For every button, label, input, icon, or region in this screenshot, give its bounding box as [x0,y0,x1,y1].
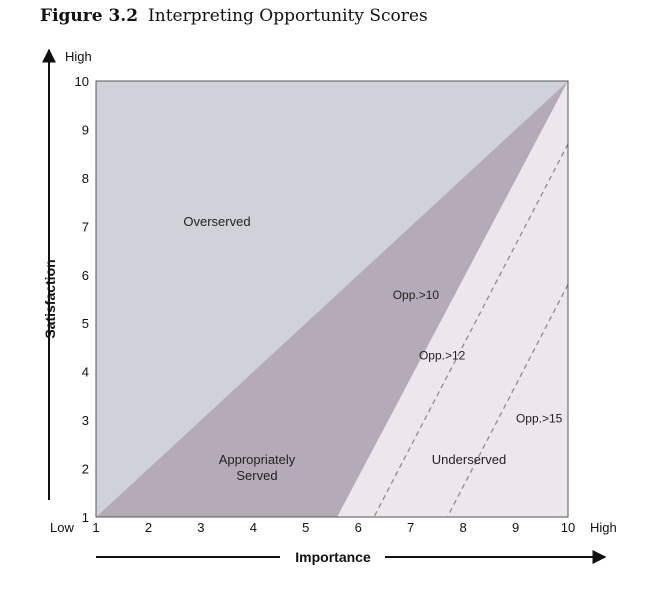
opp-line-opp-15 [446,284,569,518]
x-tick-label: 8 [459,520,466,535]
x-high-label: High [590,520,617,535]
x-tick-label: 9 [512,520,519,535]
y-tick-label: 10 [75,74,89,89]
x-tick-label: 5 [302,520,309,535]
figure-number: Figure 3.2 [40,6,139,26]
x-tick-label: 3 [197,520,204,535]
region-label-appropriately-served: Appropriately Served [219,452,296,483]
x-tick-label: 10 [561,520,575,535]
opp-label-opp-12: Opp.>12 [419,349,466,363]
y-axis-title: Satisfaction [42,259,58,338]
y-tick-label: 3 [82,413,89,428]
x-tick-label: 6 [355,520,362,535]
region-underserved [337,81,568,517]
figure-title: Figure 3.2 Interpreting Opportunity Score… [40,6,428,26]
x-low-label: Low [50,520,74,535]
opp-line-opp-12 [373,143,569,518]
y-tick-label: 6 [82,268,89,283]
x-tick-label: 1 [92,520,99,535]
y-tick-label: 7 [82,219,89,234]
y-tick-label: 5 [82,316,89,331]
opp-label-opp-15: Opp.>15 [516,412,563,426]
x-tick-label: 2 [145,520,152,535]
region-label-underserved: Underserved [432,452,506,467]
y-high-label: High [65,49,92,64]
plot-frame [95,80,569,518]
y-tick-label: 2 [82,462,89,477]
x-axis-title: Importance [295,549,371,565]
y-tick-label: 9 [82,122,89,137]
figure-caption: Interpreting Opportunity Scores [148,6,428,26]
y-tick-label: 8 [82,171,89,186]
opp-label-opp-10: Opp.>10 [393,288,440,302]
x-tick-label: 7 [407,520,414,535]
y-tick-label: 1 [82,510,89,525]
y-tick-label: 4 [82,365,89,380]
x-tick-label: 4 [250,520,257,535]
region-appropriately-served [96,81,568,517]
region-label-overserved: Overserved [183,214,250,229]
